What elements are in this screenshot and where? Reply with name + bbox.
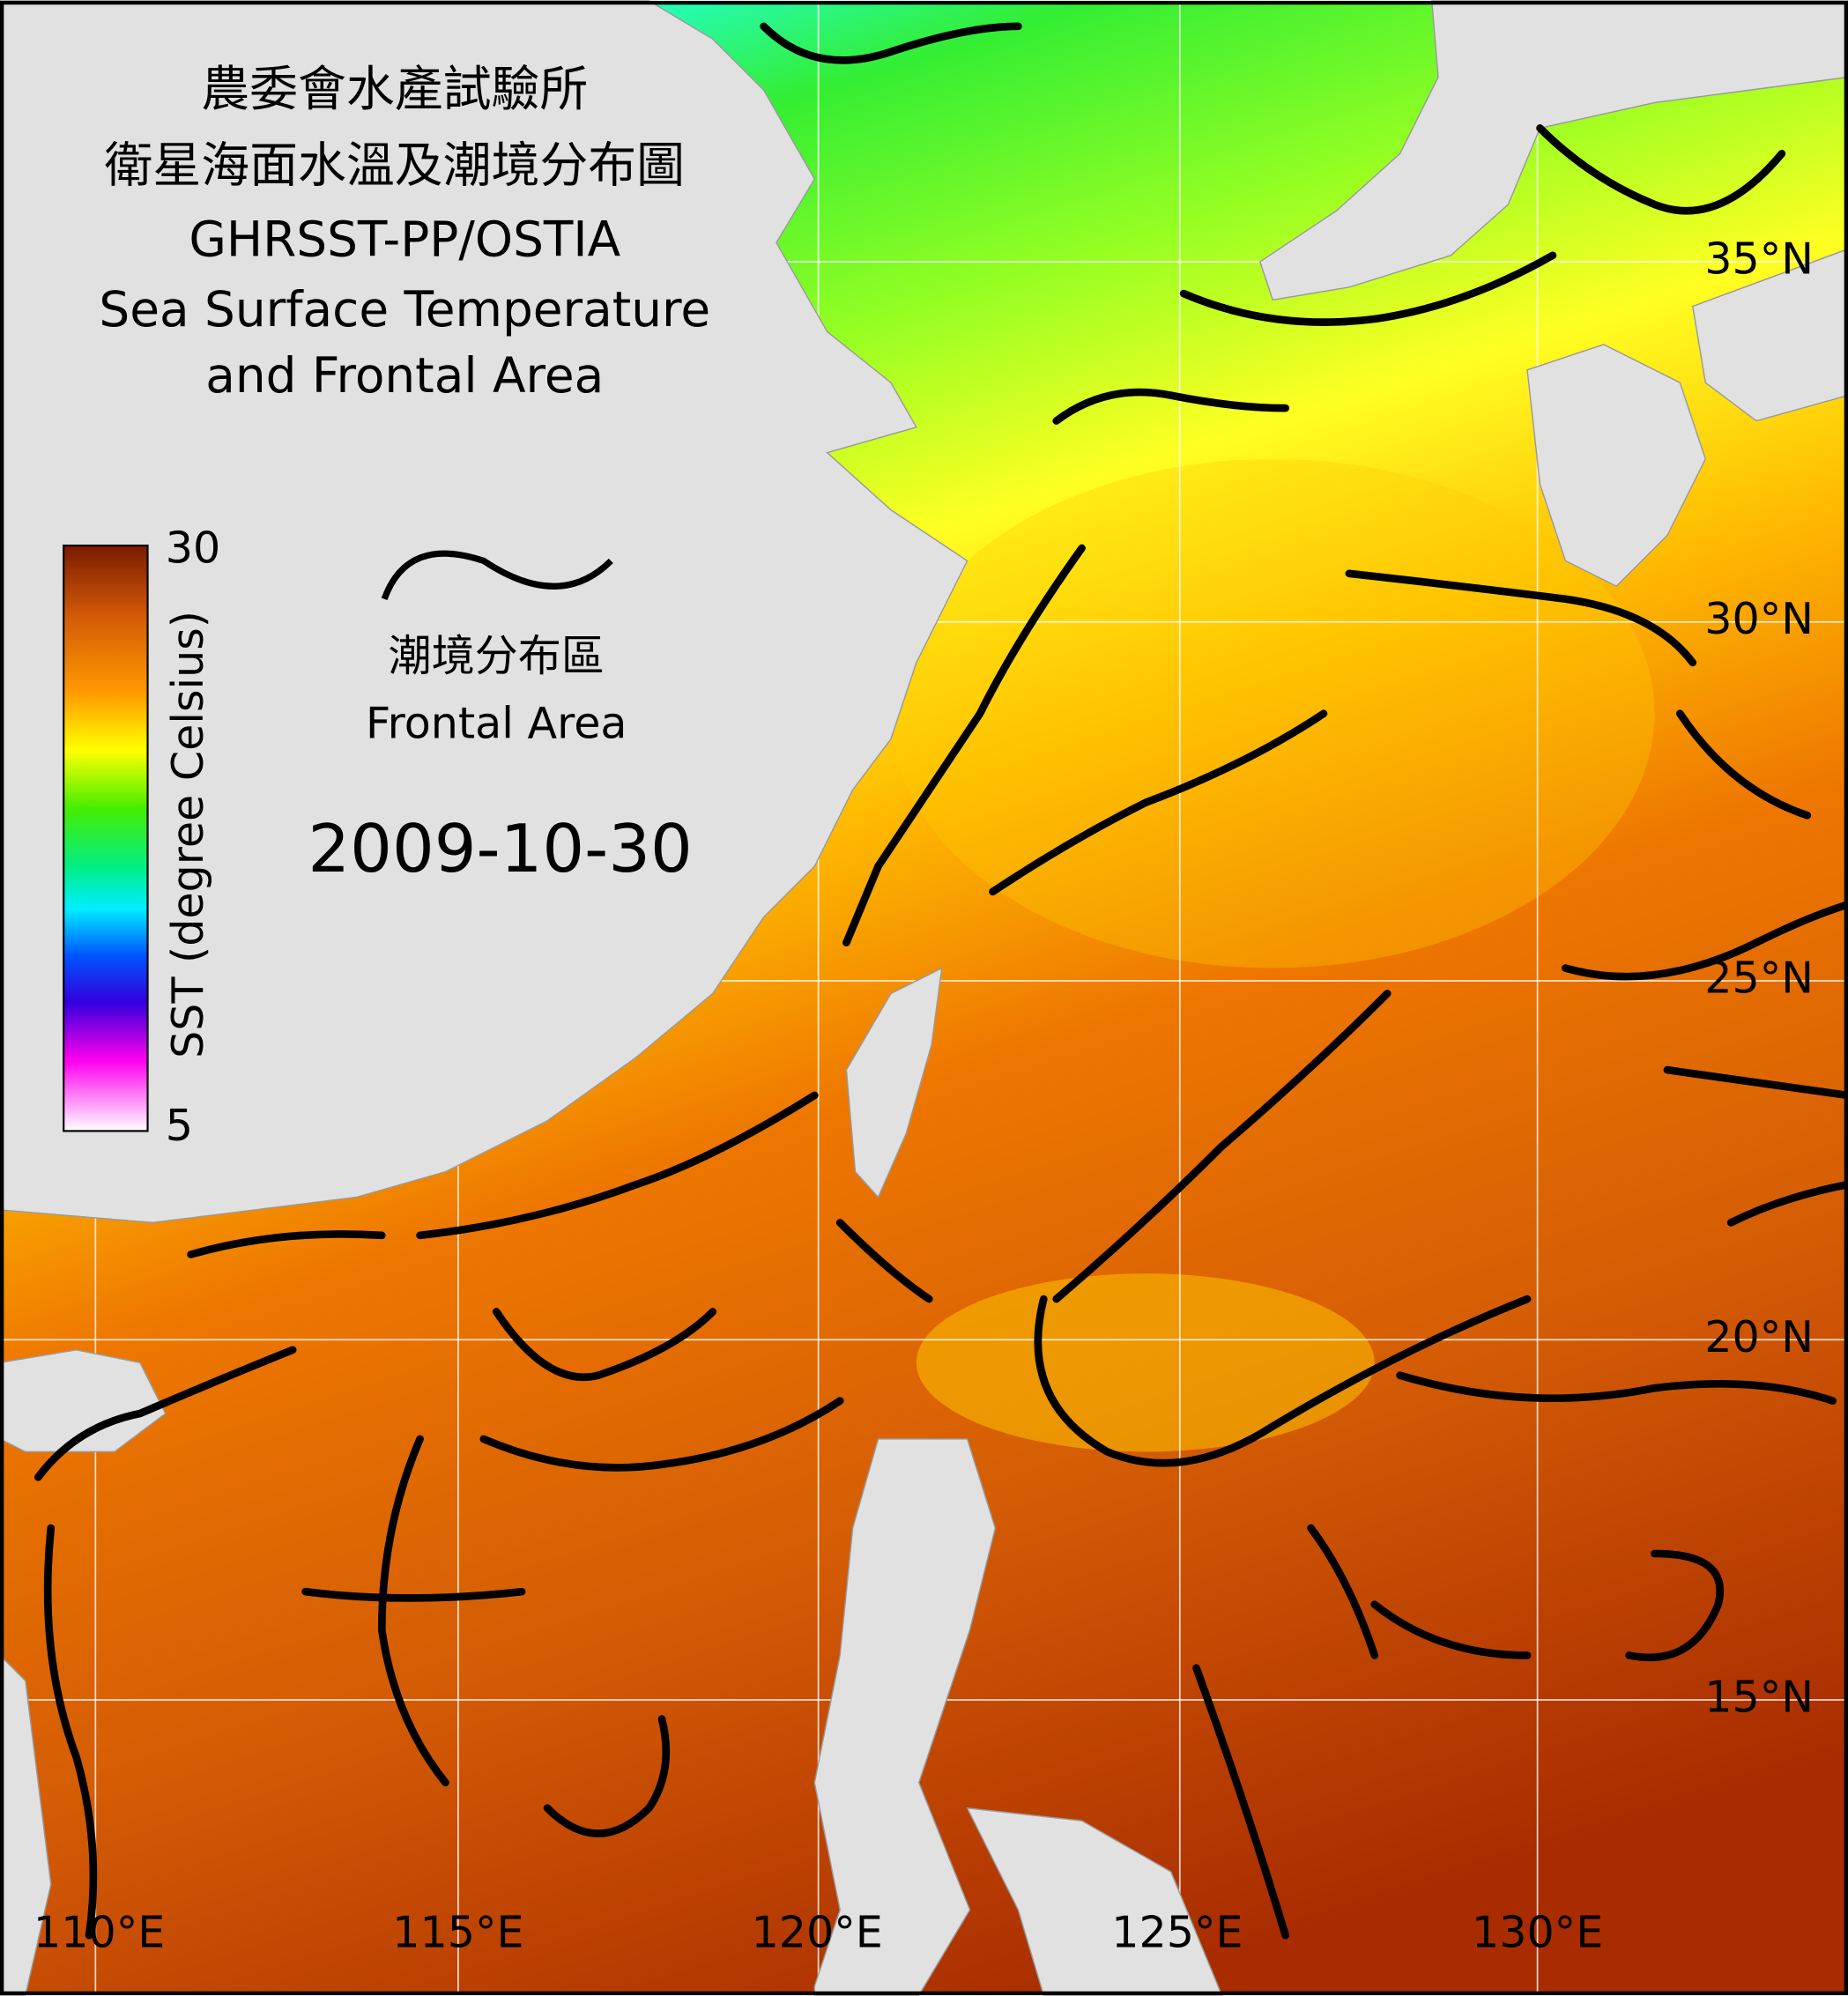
- front: [1052, 388, 1289, 425]
- front: [1625, 1549, 1725, 1662]
- legend-symbol: [381, 550, 613, 600]
- colorbar: 30 5 SST (degree Celsius): [63, 522, 220, 1151]
- lat-label: 35°N: [1704, 234, 1814, 285]
- front: [543, 1715, 671, 1837]
- lon-labels: 110°E 115°E 120°E 125°E 130°E: [33, 1907, 1603, 1958]
- front: [1726, 1180, 1848, 1227]
- front: [377, 1435, 449, 1787]
- title-en: GHRSST-PP/OSTIA: [189, 211, 620, 267]
- front: [1536, 124, 1786, 215]
- front: [301, 1587, 526, 1602]
- lat-label: 30°N: [1704, 593, 1814, 644]
- korea: [1258, 0, 1848, 301]
- front: [492, 1308, 717, 1382]
- honshu: [1691, 248, 1848, 422]
- warm-patch: [890, 458, 1655, 968]
- taiwan: [845, 967, 943, 1198]
- front: [835, 1219, 933, 1303]
- front: [1345, 569, 1697, 667]
- lon-label: 110°E: [33, 1907, 165, 1958]
- front: [1396, 1371, 1837, 1405]
- legend-label-en: Frontal Area: [366, 698, 627, 749]
- lon-label: 115°E: [392, 1907, 523, 1958]
- legend-label-zh: 潮境分布區: [389, 630, 605, 681]
- colorbar-label: SST (degree Celsius): [162, 611, 213, 1058]
- china: [0, 0, 969, 1224]
- front: [1370, 1600, 1532, 1659]
- front: [1562, 901, 1848, 981]
- front: [1179, 251, 1557, 326]
- title-en: Sea Surface Temperature: [99, 281, 710, 338]
- front: [416, 1091, 819, 1240]
- lat-label: 25°N: [1704, 953, 1814, 1004]
- title-zh: 衛星海面水溫及潮境分布圖: [104, 137, 685, 194]
- lon-label: 120°E: [752, 1907, 883, 1958]
- front: [842, 544, 1086, 947]
- hainan: [0, 1349, 167, 1453]
- front: [33, 1346, 297, 1481]
- front: [1034, 1295, 1532, 1467]
- lon-label: 130°E: [1472, 1907, 1603, 1958]
- lat-label: 15°N: [1704, 1671, 1814, 1722]
- lon-label: 125°E: [1111, 1907, 1243, 1958]
- kyushu: [1526, 344, 1707, 588]
- front: [1676, 709, 1812, 820]
- lat-label: 20°N: [1704, 1311, 1814, 1362]
- colorbar-min: 5: [166, 1100, 193, 1151]
- date: 2009-10-30: [308, 810, 692, 887]
- front: [43, 1524, 98, 1940]
- title-zh: 農委會水產試驗所: [201, 61, 588, 117]
- colorbar-ramp: [63, 544, 149, 1132]
- front: [1307, 1524, 1379, 1659]
- colorbar-max: 30: [166, 522, 220, 573]
- frontal-lines: [33, 22, 1848, 1940]
- title-block: 農委會水產試驗所 衛星海面水溫及潮境分布圖 GHRSST-PP/OSTIA Se…: [99, 61, 710, 404]
- front: [1192, 1664, 1289, 1940]
- front: [187, 1230, 386, 1258]
- front: [989, 709, 1328, 896]
- front: [1663, 1065, 1848, 1100]
- legend: 潮境分布區 Frontal Area: [366, 550, 627, 749]
- front: [479, 1397, 844, 1472]
- vietnam: [0, 1654, 52, 1996]
- title-en: and Frontal Area: [205, 347, 604, 404]
- warm-patch: [916, 1273, 1375, 1452]
- front: [760, 22, 1022, 64]
- lat-labels: 35°N 30°N 25°N 20°N 15°N: [1704, 234, 1814, 1723]
- front: [1052, 990, 1392, 1303]
